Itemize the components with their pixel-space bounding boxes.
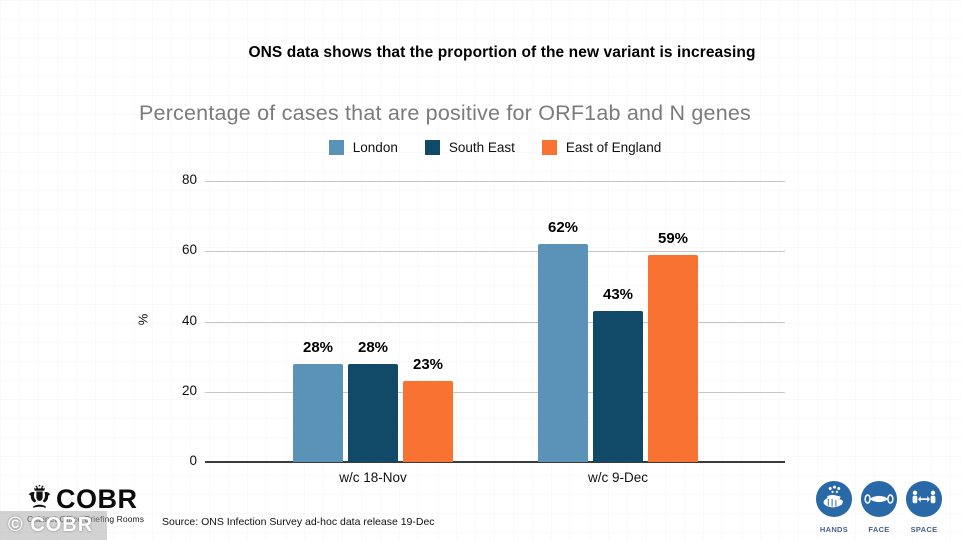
source-note: Source: ONS Infection Survey ad-hoc data… [162, 516, 435, 528]
chart-title: Percentage of cases that are positive fo… [139, 101, 751, 125]
legend-item-east-of-england: East of England [541, 140, 662, 155]
legend-marker [424, 140, 440, 155]
hands-washing-icon [815, 480, 853, 523]
y-tick-label: 80 [181, 172, 197, 187]
hands-face-space-badges: HANDS FACE SPACE [814, 480, 944, 534]
plot-area: 28% 28% 23% w/c 18-Nov 62% 43% 59% w/c 9-Dec [205, 181, 785, 485]
bar-value-label: 28% [357, 338, 389, 356]
gridline-40 [205, 321, 785, 323]
y-tick-label: 0 [189, 453, 197, 468]
badge-space: SPACE [904, 480, 944, 534]
bar-value-label: 28% [302, 338, 334, 356]
badge-label: HANDS [819, 525, 849, 534]
y-tick-label: 20 [181, 382, 197, 398]
bar-value-label: 62% [547, 219, 579, 237]
bar-east-of-england-1 [403, 381, 453, 462]
royal-crest-icon [27, 484, 52, 515]
social-distance-icon [905, 480, 943, 523]
legend-marker [328, 140, 344, 155]
badge-face: FACE [859, 480, 899, 534]
face-mask-icon [860, 480, 898, 523]
chart-legend: London South East East of England [205, 140, 785, 155]
gridline-20 [205, 391, 785, 393]
y-axis-label: % [135, 313, 151, 326]
x-category-label: w/c 18-Nov [339, 470, 407, 485]
legend-label: South East [448, 140, 515, 155]
bar-london-1 [293, 363, 343, 462]
bar-east-of-england-2 [648, 254, 698, 462]
legend-item-south-east: South East [424, 140, 515, 155]
gridline-60 [205, 251, 785, 253]
bar-value-label: 23% [412, 356, 444, 374]
badge-label: SPACE [910, 525, 938, 534]
bar-value-label: 43% [602, 285, 634, 303]
badge-label: FACE [868, 525, 890, 534]
slide-title: ONS data shows that the proportion of th… [248, 44, 756, 61]
copyright-watermark: © COBR [0, 511, 108, 540]
y-tick-label: 40 [181, 312, 197, 328]
bar-south-east-1 [348, 363, 398, 462]
legend-item-london: London [328, 140, 398, 155]
bar-south-east-2 [593, 310, 643, 462]
cobr-wordmark: COBR [56, 484, 138, 514]
x-category-label: w/c 9-Dec [587, 470, 648, 485]
legend-marker [541, 140, 557, 155]
bar-london-2 [538, 244, 588, 462]
bar-value-label: 59% [657, 229, 689, 247]
legend-label: London [352, 140, 398, 155]
gridline-80 [205, 181, 785, 182]
y-tick-label: 60 [181, 242, 197, 258]
badge-hands: HANDS [814, 480, 854, 534]
legend-label: East of England [565, 140, 662, 155]
x-axis-line [205, 461, 785, 463]
